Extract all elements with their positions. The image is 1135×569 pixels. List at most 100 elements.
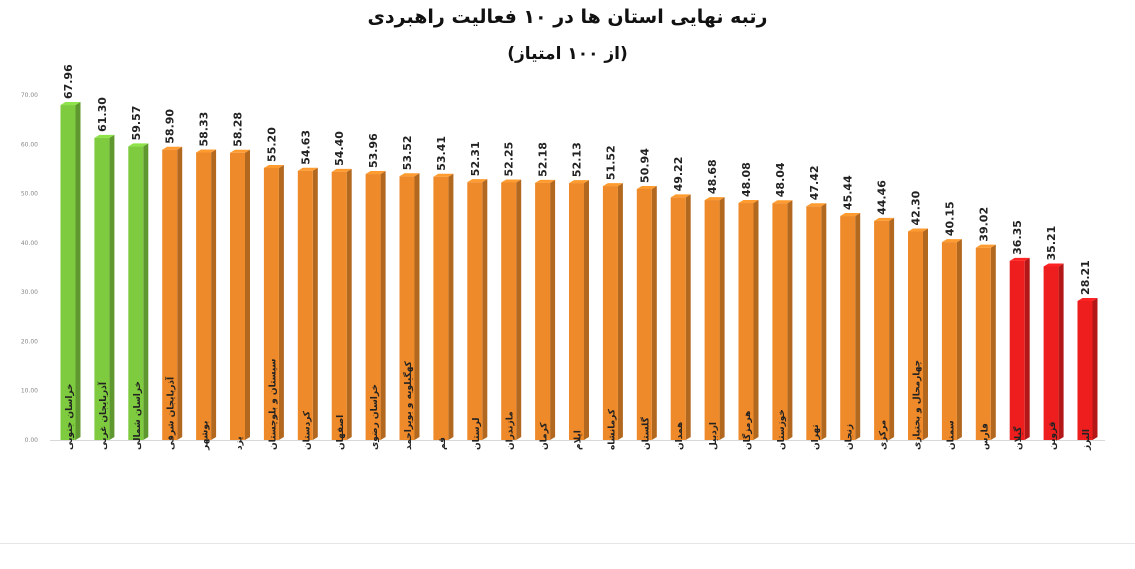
bar: [941, 242, 957, 440]
bar-top: [399, 173, 420, 177]
category-label: قم: [438, 437, 448, 450]
bar: [1043, 266, 1059, 440]
bar-side: [278, 164, 284, 440]
bar-value-label: 52.13: [571, 142, 584, 177]
category-label: همدان: [675, 422, 685, 450]
bar-top: [230, 149, 250, 153]
bar-side: [482, 179, 488, 440]
bar-value-label: 50.94: [638, 148, 651, 183]
bar-value-label: 54.40: [333, 131, 346, 166]
category-label: قزوین: [1048, 421, 1058, 450]
bar-side: [245, 149, 250, 440]
bar-top: [704, 197, 725, 201]
bar-side: [651, 185, 657, 440]
bar: [569, 183, 584, 440]
bar-side: [516, 179, 522, 440]
bar-top: [128, 143, 149, 147]
category-label: هرمزگان: [741, 411, 753, 450]
category-label: آذربایجان غربی: [97, 381, 109, 450]
category-label: بوشهر: [201, 421, 211, 451]
bar-side: [719, 197, 725, 440]
bar-side: [312, 167, 318, 440]
category-label: مرکزی: [879, 420, 889, 450]
bar-top: [738, 200, 759, 204]
bar-side: [956, 239, 962, 440]
bar-side: [75, 102, 81, 440]
bar-value-label: 67.96: [62, 64, 75, 99]
bar-top: [467, 179, 488, 183]
bottom-divider: [0, 543, 1135, 544]
bar-value-label: 53.52: [401, 135, 414, 170]
bar-value-label: 48.68: [706, 159, 719, 194]
chart-title: رتبه نهایی استان ها در ۱۰ فعالیت راهبردی: [367, 6, 768, 28]
bar-top: [196, 149, 217, 153]
category-label: گیلان: [1012, 426, 1024, 450]
bar-top: [569, 180, 589, 184]
category-label: اصفهان: [336, 415, 346, 450]
bar-top: [535, 179, 556, 183]
bar: [128, 146, 144, 440]
bar-top: [636, 185, 657, 189]
category-label: سمنان: [946, 420, 956, 450]
bar-value-label: 45.44: [842, 175, 855, 210]
bar-top: [501, 179, 522, 183]
bar-value-label: 40.15: [943, 201, 956, 236]
bar-value-label: 52.18: [537, 142, 550, 177]
bar: [297, 170, 313, 440]
bar-side: [177, 146, 183, 440]
bar-side: [923, 228, 928, 440]
bar-side: [787, 200, 793, 440]
bar-top: [331, 168, 352, 172]
bar: [60, 105, 76, 440]
y-tick-label: 60.00: [21, 141, 38, 148]
bar-side: [584, 180, 589, 440]
bar-value-label: 58.28: [232, 112, 245, 147]
bar-value-label: 49.22: [672, 157, 685, 192]
bar-top: [1077, 297, 1098, 301]
bar: [433, 176, 449, 440]
bar-side: [380, 171, 386, 440]
y-tick-label: 10.00: [21, 388, 38, 395]
category-label: کرمان: [540, 422, 550, 450]
category-label: کرمانشاه: [607, 408, 617, 450]
bar-side: [821, 203, 827, 440]
y-tick-label: 50.00: [21, 191, 38, 198]
category-label: کهگیلویه و بویراحمد: [402, 360, 414, 450]
bar: [196, 152, 212, 441]
category-label: خراسان جنوبی: [65, 383, 75, 450]
bar-side: [1058, 263, 1064, 440]
bar-top: [60, 102, 81, 106]
bar-value-label: 39.02: [977, 207, 990, 242]
category-label: فارس: [980, 423, 990, 450]
bar-side: [1092, 297, 1098, 440]
bar-top: [263, 164, 284, 168]
bar: [162, 149, 178, 440]
category-label: خوزستان: [777, 409, 787, 450]
bar: [602, 186, 618, 440]
category-label: مازندران: [506, 411, 516, 450]
bar-side: [211, 149, 217, 441]
bar-top: [1009, 257, 1030, 261]
category-label: سیستان و بلوچستان: [268, 358, 278, 450]
category-label: خراسان رضوی: [370, 384, 380, 450]
bar-top: [941, 239, 962, 243]
bar: [94, 137, 110, 440]
bar-value-label: 51.52: [604, 145, 617, 180]
bar-top: [602, 183, 623, 187]
bar-side: [143, 143, 149, 440]
bar: [1077, 300, 1093, 440]
chart-subtitle: (از ۱۰۰ امتیاز): [507, 44, 628, 64]
bar-top: [772, 200, 793, 204]
bar-value-label: 58.90: [164, 109, 177, 144]
category-label: خراسان شمالی: [133, 381, 143, 450]
bar-value-label: 52.31: [469, 141, 482, 176]
category-label: زنجان: [845, 424, 855, 450]
bar-value-label: 53.96: [367, 133, 380, 168]
y-tick-label: 70.00: [21, 92, 38, 99]
bar: [772, 203, 788, 440]
bar-side: [346, 168, 352, 440]
bar: [331, 171, 347, 440]
bar-value-label: 48.04: [774, 162, 787, 197]
category-label: آذربایجان شرقی: [165, 376, 177, 450]
